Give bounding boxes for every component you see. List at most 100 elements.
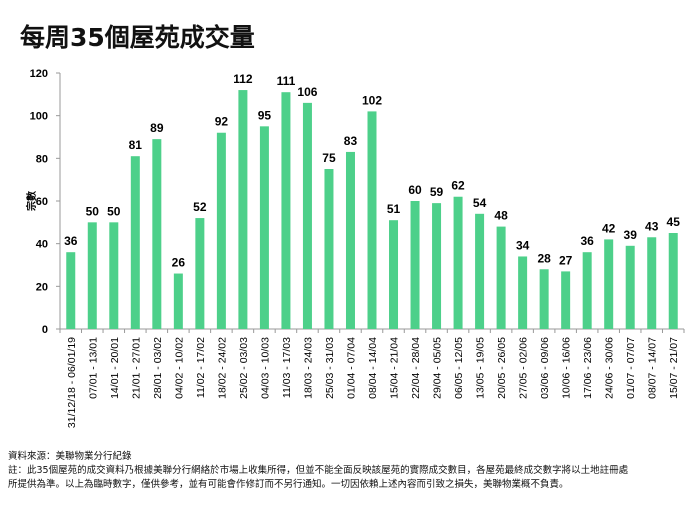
x-tick-label: 08/07 - 14/07 — [647, 337, 659, 399]
data-label: 27 — [559, 253, 573, 267]
bar — [216, 132, 226, 329]
bar — [238, 90, 248, 329]
data-label: 89 — [150, 121, 164, 135]
x-tick-label: 01/04 - 07/04 — [345, 337, 357, 399]
data-label: 52 — [193, 200, 207, 214]
x-tick-label: 24/06 - 30/06 — [604, 337, 616, 399]
data-label: 36 — [64, 234, 78, 248]
y-axis-label: 宗數 — [25, 191, 38, 211]
x-tick-label: 14/01 - 20/01 — [109, 337, 121, 399]
x-tick-label: 08/04 - 14/04 — [367, 337, 379, 399]
bar — [561, 271, 571, 329]
disclaimer-line-2: 所提供為準。以上為臨時數字，僅供參考，並有可能會作修訂而不另行通知。一切因依賴上… — [8, 479, 569, 490]
bar — [647, 237, 657, 329]
bar — [625, 245, 635, 329]
bar — [518, 256, 528, 329]
data-label: 75 — [322, 151, 336, 165]
bar — [475, 213, 485, 329]
data-label: 60 — [408, 183, 422, 197]
data-label: 34 — [516, 238, 530, 252]
data-label: 51 — [387, 202, 401, 216]
bar — [668, 233, 678, 329]
x-tick-label: 25/02 - 03/03 — [238, 337, 250, 399]
bar — [130, 156, 140, 329]
bar — [324, 169, 334, 329]
x-tick-label: 20/05 - 26/05 — [496, 337, 508, 399]
bar — [367, 111, 377, 330]
x-tick-label: 11/02 - 17/02 — [195, 337, 207, 398]
bar — [281, 92, 291, 329]
data-label: 92 — [215, 115, 229, 129]
x-tick-label: 10/06 - 16/06 — [561, 337, 573, 399]
y-tick-label: 100 — [30, 111, 48, 123]
data-label: 81 — [129, 138, 143, 152]
y-tick-label: 20 — [36, 281, 48, 293]
y-tick-label: 0 — [42, 324, 48, 336]
data-label: 106 — [297, 85, 317, 99]
bar — [496, 226, 506, 329]
data-label: 111 — [277, 74, 296, 88]
data-label: 50 — [107, 204, 121, 218]
x-tick-label: 15/04 - 21/04 — [389, 337, 401, 399]
x-tick-label: 04/03 - 10/03 — [259, 337, 271, 399]
y-tick-label: 120 — [30, 68, 48, 80]
data-label: 45 — [667, 215, 681, 229]
bar — [389, 220, 399, 329]
bar — [582, 252, 592, 329]
bar — [66, 252, 76, 329]
y-tick-label: 40 — [36, 239, 48, 251]
x-tick-label: 04/02 - 10/02 — [173, 337, 185, 399]
bar-chart: 0 20 40 60 80 100 120 宗數 36 31/12/18 - 06/01/19 50… — [25, 68, 685, 428]
x-tick-label: 17/06 - 23/06 — [582, 337, 594, 399]
data-label: 43 — [645, 219, 659, 233]
bar — [453, 196, 463, 329]
x-tick-label: 06/05 - 12/05 — [453, 337, 465, 399]
data-label: 50 — [86, 204, 100, 218]
x-tick-label: 21/01 - 27/01 — [130, 337, 142, 399]
data-label: 112 — [233, 72, 253, 86]
bar — [410, 201, 420, 329]
x-tick-label: 18/02 - 24/02 — [216, 337, 228, 399]
y-tick-label: 60 — [36, 196, 48, 208]
data-label: 54 — [473, 196, 487, 210]
x-tick-label: 31/12/18 - 06/01/19 — [66, 337, 78, 428]
x-tick-label: 27/05 - 02/06 — [518, 337, 530, 399]
x-tick-label: 11/03 - 17/03 — [281, 337, 293, 398]
data-label: 36 — [580, 234, 594, 248]
x-tick-label: 18/03 - 24/03 — [302, 337, 314, 399]
x-tick-label: 01/07 - 07/07 — [625, 337, 637, 399]
bar — [109, 222, 119, 329]
chart-title: 每周35個屋苑成交量 — [20, 23, 255, 52]
data-label: 95 — [258, 108, 272, 122]
data-label: 26 — [172, 256, 186, 270]
x-tick-label: 07/01 - 13/01 — [87, 337, 99, 399]
bar — [539, 269, 549, 329]
data-label: 42 — [602, 221, 616, 235]
bar — [259, 126, 269, 329]
data-label: 28 — [537, 251, 551, 265]
bar — [345, 151, 355, 329]
bar — [152, 139, 162, 329]
data-label: 48 — [494, 209, 508, 223]
bar — [432, 203, 442, 329]
bar — [604, 239, 614, 329]
x-tick-label: 13/05 - 19/05 — [475, 337, 487, 399]
data-label: 59 — [430, 185, 444, 199]
x-tick-label: 03/06 - 09/06 — [539, 337, 551, 399]
data-label: 62 — [451, 179, 465, 193]
data-label: 39 — [624, 228, 638, 242]
source-note: 資料來源：美聯物業分行紀錄 — [8, 451, 132, 462]
bar — [87, 222, 97, 329]
x-tick-label: 28/01 - 03/02 — [152, 337, 164, 399]
x-tick-label: 22/04 - 28/04 — [410, 337, 422, 399]
data-label: 102 — [362, 93, 382, 107]
bar — [195, 218, 205, 329]
data-label: 83 — [344, 134, 358, 148]
bar — [173, 273, 183, 329]
disclaimer-line-1: 註：此35個屋苑的成交資料乃根據美聯分行網絡於市場上收集所得，但並不能全面反映該… — [8, 465, 629, 476]
y-tick-label: 80 — [36, 153, 48, 165]
x-tick-label: 25/03 - 31/03 — [324, 337, 336, 399]
bar — [302, 102, 312, 329]
x-tick-label: 29/04 - 05/05 — [432, 337, 444, 399]
x-tick-label: 15/07 - 21/07 — [668, 337, 680, 399]
